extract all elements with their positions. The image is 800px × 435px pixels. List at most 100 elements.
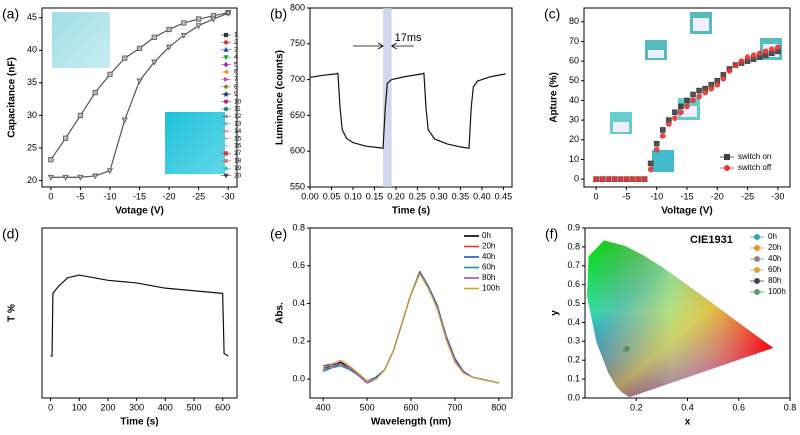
inset-photo	[52, 12, 110, 68]
marker	[611, 176, 618, 182]
legend-label: 7	[234, 76, 238, 83]
marker	[223, 99, 229, 104]
marker	[690, 97, 696, 104]
marker	[647, 160, 654, 167]
x-tick-label: -20	[163, 191, 176, 201]
marker	[223, 40, 229, 45]
marker	[63, 135, 69, 141]
y-tick-label: 20	[569, 134, 579, 144]
legend-label: 11	[234, 106, 241, 113]
legend-label: switch off	[738, 163, 772, 172]
y-tick-label: 80	[569, 16, 579, 26]
marker	[223, 84, 229, 89]
marker	[724, 164, 731, 171]
marker	[222, 90, 230, 98]
panel-label: (d)	[2, 226, 19, 242]
legend-label: 8	[234, 84, 238, 91]
marker	[702, 89, 708, 96]
y-tick-label: 0.6	[567, 279, 580, 289]
marker	[754, 266, 761, 273]
marker	[647, 166, 654, 173]
x-axis-label: Wavelength (nm)	[371, 417, 451, 428]
x-tick-label: -5	[622, 191, 630, 201]
x-tick-label: 500	[186, 402, 201, 412]
legend-label: 0h	[482, 231, 491, 240]
marker	[92, 90, 98, 96]
legend-label: 18	[234, 158, 242, 165]
marker	[223, 151, 229, 156]
y-tick-label: 70	[569, 36, 579, 46]
x-tick-label: 0.6	[732, 402, 745, 412]
marker	[92, 173, 99, 180]
cie-fill-yellow	[587, 240, 774, 398]
marker	[635, 176, 642, 182]
marker	[726, 68, 733, 74]
marker	[754, 277, 761, 284]
y-tick-label: 0.4	[567, 317, 580, 327]
marker	[107, 71, 113, 77]
x-tick-label: 600	[403, 402, 418, 412]
y-tick-label: 60	[569, 55, 579, 65]
inset-photo	[652, 150, 674, 172]
marker	[696, 93, 702, 100]
x-tick-label: 0.15	[366, 191, 384, 201]
y-axis-label: Luminance (counts)	[275, 50, 286, 145]
y-tick-label: 0.9	[567, 222, 580, 232]
x-axis-label: x	[685, 417, 691, 428]
y-tick-label: 0.6	[292, 260, 305, 270]
legend-label: 9	[234, 91, 238, 98]
legend-label: 2	[234, 39, 238, 46]
marker	[224, 76, 229, 82]
legend-label: 20h	[482, 242, 495, 251]
x-tick-label: 0.05	[323, 191, 341, 201]
y-axis-label: Apture (%)	[549, 72, 560, 123]
marker	[629, 176, 636, 182]
marker	[672, 109, 678, 116]
marker	[666, 121, 672, 127]
inset-photos	[610, 12, 782, 172]
highlight-band	[383, 8, 392, 187]
marker	[151, 34, 157, 40]
y-tick-label: 35	[27, 77, 37, 87]
marker	[599, 176, 605, 182]
y-tick-label: 700	[290, 74, 305, 84]
marker	[641, 176, 648, 182]
marker	[672, 115, 678, 121]
x-tick-label: 300	[129, 402, 144, 412]
marker	[224, 144, 228, 148]
x-tick-label: 200	[100, 402, 115, 412]
panel-label: (a)	[2, 6, 19, 22]
inset-photo	[681, 106, 697, 117]
marker	[224, 114, 228, 119]
y-tick-label: 600	[290, 146, 305, 156]
x-tick-label: -5	[76, 191, 84, 201]
plot-frame	[309, 7, 513, 188]
marker	[754, 255, 761, 262]
marker	[181, 20, 187, 26]
x-axis-label: Time (s)	[120, 417, 158, 428]
x-axis-label: Time (s)	[392, 206, 430, 217]
y-tick-label: 0.0	[292, 373, 305, 383]
legend-label: 14	[234, 128, 242, 135]
marker	[732, 62, 739, 68]
x-tick-label: 600	[215, 402, 230, 412]
x-tick-label: -10	[650, 191, 663, 201]
y-tick-label: 550	[290, 181, 305, 191]
marker	[223, 173, 229, 179]
marker	[62, 174, 69, 181]
marker	[224, 121, 228, 126]
legend-label: 80h	[768, 276, 781, 285]
x-tick-label: 0.2	[630, 402, 643, 412]
x-tick-label: -15	[680, 191, 693, 201]
x-tick-label: 800	[491, 402, 506, 412]
legend-label: 4	[234, 54, 238, 61]
y-tick-label: 0.2	[292, 336, 305, 346]
marker	[690, 91, 696, 98]
marker	[696, 87, 702, 94]
legend-label: 60h	[768, 265, 781, 274]
x-tick-label: 0	[48, 402, 53, 412]
marker	[623, 176, 630, 182]
x-axis-label: Votage (V)	[115, 206, 164, 217]
panel-label: (e)	[270, 226, 287, 242]
